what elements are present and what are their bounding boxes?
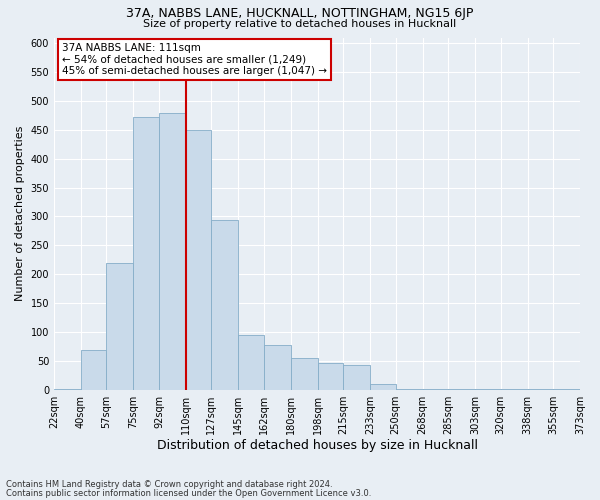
Bar <box>500 388 527 390</box>
Bar <box>159 112 186 390</box>
Y-axis label: Number of detached properties: Number of detached properties <box>15 126 25 302</box>
Bar <box>527 388 553 390</box>
Bar <box>448 388 475 390</box>
Text: Size of property relative to detached houses in Hucknall: Size of property relative to detached ho… <box>143 19 457 29</box>
Bar <box>318 362 343 390</box>
Bar <box>264 344 291 390</box>
Bar <box>54 388 81 390</box>
X-axis label: Distribution of detached houses by size in Hucknall: Distribution of detached houses by size … <box>157 440 478 452</box>
Bar <box>370 384 395 390</box>
Text: 37A NABBS LANE: 111sqm
← 54% of detached houses are smaller (1,249)
45% of semi-: 37A NABBS LANE: 111sqm ← 54% of detached… <box>62 43 327 76</box>
Bar <box>422 388 448 390</box>
Bar <box>343 366 370 390</box>
Text: Contains public sector information licensed under the Open Government Licence v3: Contains public sector information licen… <box>6 489 371 498</box>
Bar <box>475 388 500 390</box>
Bar <box>211 220 238 390</box>
Text: Contains HM Land Registry data © Crown copyright and database right 2024.: Contains HM Land Registry data © Crown c… <box>6 480 332 489</box>
Bar <box>238 335 264 390</box>
Bar <box>133 116 159 390</box>
Bar <box>106 262 133 390</box>
Bar <box>553 388 580 390</box>
Text: 37A, NABBS LANE, HUCKNALL, NOTTINGHAM, NG15 6JP: 37A, NABBS LANE, HUCKNALL, NOTTINGHAM, N… <box>127 8 473 20</box>
Bar <box>291 358 318 390</box>
Bar <box>186 130 211 390</box>
Bar <box>81 350 106 390</box>
Bar <box>395 388 422 390</box>
